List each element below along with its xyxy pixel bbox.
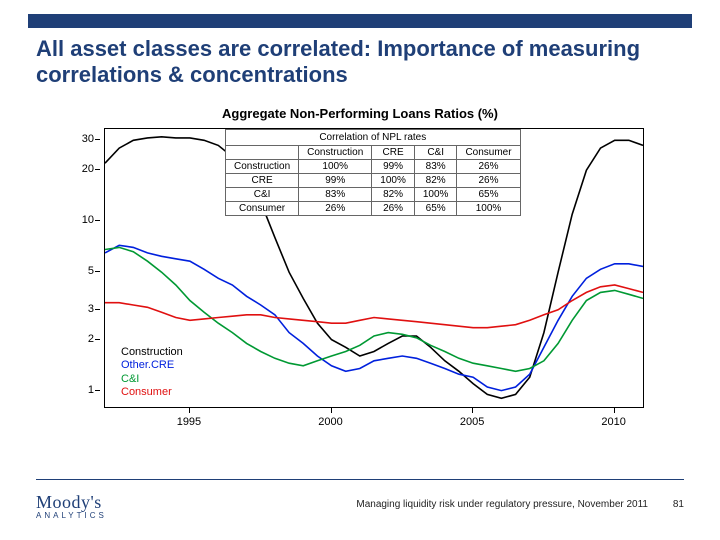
table-row-header: C&I [226, 188, 299, 202]
table-col-header [226, 146, 299, 160]
y-axis: 1 2 3 5 10 20 30 [58, 128, 100, 408]
table-cell: 83% [299, 188, 372, 202]
table-row: Consumer26%26%65%100% [226, 202, 521, 216]
x-tick-label: 2005 [460, 416, 484, 428]
logo: Moody's ANALYTICS [36, 492, 107, 520]
table-cell: 99% [299, 174, 372, 188]
x-tick-label: 1995 [177, 416, 201, 428]
table-caption: Correlation of NPL rates [225, 129, 521, 145]
correlation-table: Correlation of NPL rates ConstructionCRE… [225, 129, 521, 216]
logo-main: Moody's [36, 492, 107, 513]
table-cell: 26% [457, 160, 520, 174]
table-row-header: CRE [226, 174, 299, 188]
logo-sub: ANALYTICS [36, 511, 107, 520]
table-col-header: Construction [299, 146, 372, 160]
y-tick-label: 1 [88, 384, 94, 396]
plot-area: Correlation of NPL rates ConstructionCRE… [104, 128, 644, 408]
table-cell: 82% [372, 188, 415, 202]
table-cell: 99% [372, 160, 415, 174]
legend-item: C&I [121, 373, 183, 386]
table-col-header: C&I [414, 146, 457, 160]
legend-item: Consumer [121, 386, 183, 399]
footer-divider [36, 479, 684, 480]
table-cell: 100% [457, 202, 520, 216]
series-c-i [105, 247, 643, 371]
top-accent-bar [28, 14, 692, 28]
table-col-header: Consumer [457, 146, 520, 160]
y-tick-label: 20 [82, 163, 94, 175]
table-row-header: Construction [226, 160, 299, 174]
x-axis: 1995 2000 2005 2010 [104, 408, 644, 438]
table-cell: 100% [299, 160, 372, 174]
table-cell: 26% [457, 174, 520, 188]
table-body: Construction100%99%83%26%CRE99%100%82%26… [226, 160, 521, 216]
chart: Aggregate Non-Performing Loans Ratios (%… [58, 106, 662, 446]
slide: All asset classes are correlated: Import… [0, 0, 720, 540]
y-tick-label: 2 [88, 333, 94, 345]
chart-title: Aggregate Non-Performing Loans Ratios (%… [58, 106, 662, 121]
page-number: 81 [673, 499, 684, 510]
table-cell: 100% [372, 174, 415, 188]
x-tick-mark [331, 408, 332, 413]
table-row: Construction100%99%83%26% [226, 160, 521, 174]
table-cell: 100% [414, 188, 457, 202]
y-tick-mark [95, 309, 100, 310]
y-tick-label: 5 [88, 265, 94, 277]
x-tick-mark [614, 408, 615, 413]
y-tick-mark [95, 220, 100, 221]
legend: ConstructionOther.CREC&IConsumer [121, 346, 183, 399]
y-tick-mark [95, 339, 100, 340]
y-tick-label: 30 [82, 133, 94, 145]
x-tick-label: 2000 [318, 416, 342, 428]
legend-item: Construction [121, 346, 183, 359]
table-header-row: ConstructionCREC&IConsumer [226, 146, 521, 160]
table-cell: 65% [414, 202, 457, 216]
table-cell: 82% [414, 174, 457, 188]
table-col-header: CRE [372, 146, 415, 160]
y-tick-label: 3 [88, 303, 94, 315]
slide-title: All asset classes are correlated: Import… [36, 36, 680, 89]
table-row: CRE99%100%82%26% [226, 174, 521, 188]
x-tick-mark [189, 408, 190, 413]
table-cell: 26% [372, 202, 415, 216]
y-tick-mark [95, 271, 100, 272]
legend-item: Other.CRE [121, 359, 183, 372]
y-tick-label: 10 [82, 214, 94, 226]
y-tick-mark [95, 139, 100, 140]
table-row: C&I83%82%100%65% [226, 188, 521, 202]
table-row-header: Consumer [226, 202, 299, 216]
table-cell: 65% [457, 188, 520, 202]
y-tick-mark [95, 169, 100, 170]
footer-text: Managing liquidity risk under regulatory… [356, 499, 648, 510]
x-tick-mark [472, 408, 473, 413]
table-cell: 83% [414, 160, 457, 174]
table-cell: 26% [299, 202, 372, 216]
y-tick-mark [95, 390, 100, 391]
x-tick-label: 2010 [601, 416, 625, 428]
series-consumer [105, 285, 643, 328]
